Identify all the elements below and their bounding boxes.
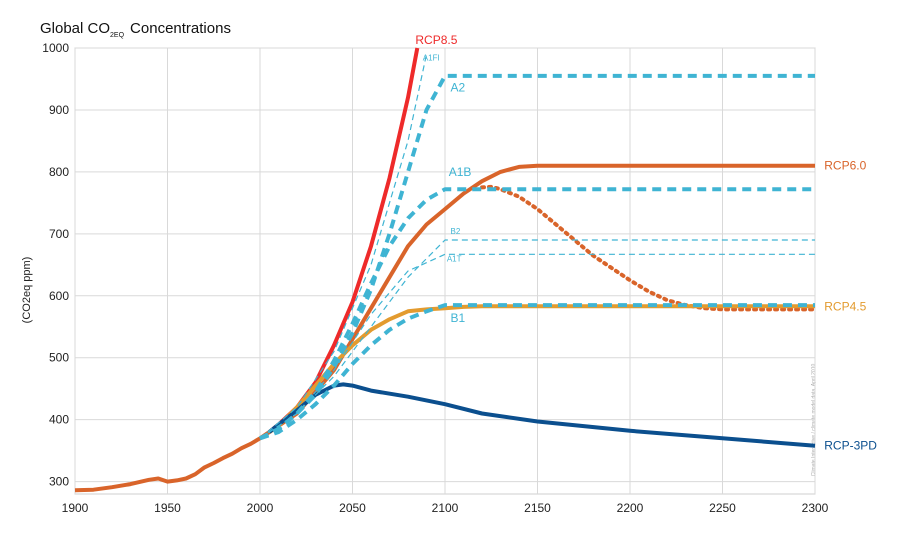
series-line-rcp6-0	[268, 163, 815, 434]
series-line-historical	[74, 430, 271, 493]
x-tick-label: 1950	[154, 501, 181, 515]
series-label-a2: A2	[451, 80, 466, 94]
series-label-a1b: A1B	[449, 165, 472, 179]
title-main: Global CO	[40, 20, 110, 37]
y-tick-label: 500	[49, 351, 69, 365]
series-label-b1: B1	[451, 311, 466, 325]
series-labels: RCP8.5 A1FI A2 RCP6.0 A1B B2 A1T RCP4.5 B1 RCP-3P…	[415, 33, 877, 453]
grid-lines	[74, 47, 816, 495]
series-lines	[74, 47, 817, 493]
x-tick-label: 2050	[339, 501, 366, 515]
x-tick-label: 2300	[802, 501, 829, 515]
series-label-a1t: A1T	[447, 255, 462, 264]
x-tick-label: 2000	[247, 501, 274, 515]
x-tick-label: 2150	[524, 501, 551, 515]
x-tick-label: 1900	[62, 501, 89, 515]
x-tick-label: 2250	[709, 501, 736, 515]
y-tick-label: 600	[49, 289, 69, 303]
x-tick-label: 2200	[617, 501, 644, 515]
y-tick-label: 700	[49, 227, 69, 241]
series-line-b2	[259, 239, 815, 439]
series-line-a1fi	[259, 54, 428, 439]
series-line-rcp-3pd	[268, 382, 816, 448]
x-tick-label: 2100	[432, 501, 459, 515]
series-label-rcp-3pd: RCP-3PD	[824, 439, 877, 453]
series-line-rcp6-0-dotted	[480, 184, 817, 312]
series-line-rcp4-5	[268, 304, 815, 434]
y-tick-label: 900	[49, 103, 69, 117]
series-label-rcp8-5: RCP8.5	[415, 33, 457, 47]
y-tick-label: 1000	[42, 41, 69, 55]
title-subscript: 2EQ	[110, 32, 125, 39]
series-label-b2: B2	[451, 227, 461, 236]
series-line-b1	[259, 303, 815, 441]
series-line-a1t	[259, 253, 815, 439]
y-tick-label: 800	[49, 165, 69, 179]
series-label-rcp4-5: RCP4.5	[824, 299, 866, 313]
series-label-rcp6-0: RCP6.0	[824, 159, 866, 173]
y-tick-label: 400	[49, 413, 69, 427]
title-rest: Concentrations	[130, 20, 231, 37]
y-axis-label: (CO2eq ppm)	[21, 257, 33, 324]
series-line-a1b	[259, 187, 815, 441]
series-label-a1fi: A1FI	[423, 53, 440, 62]
axis-ticks: 1900 1950 2000 2050 2100 2150 2200 2250 2300 300 4…	[42, 41, 828, 515]
y-tick-label: 300	[49, 475, 69, 489]
chart-title: Global CO2EQ Concentrations	[40, 20, 231, 39]
